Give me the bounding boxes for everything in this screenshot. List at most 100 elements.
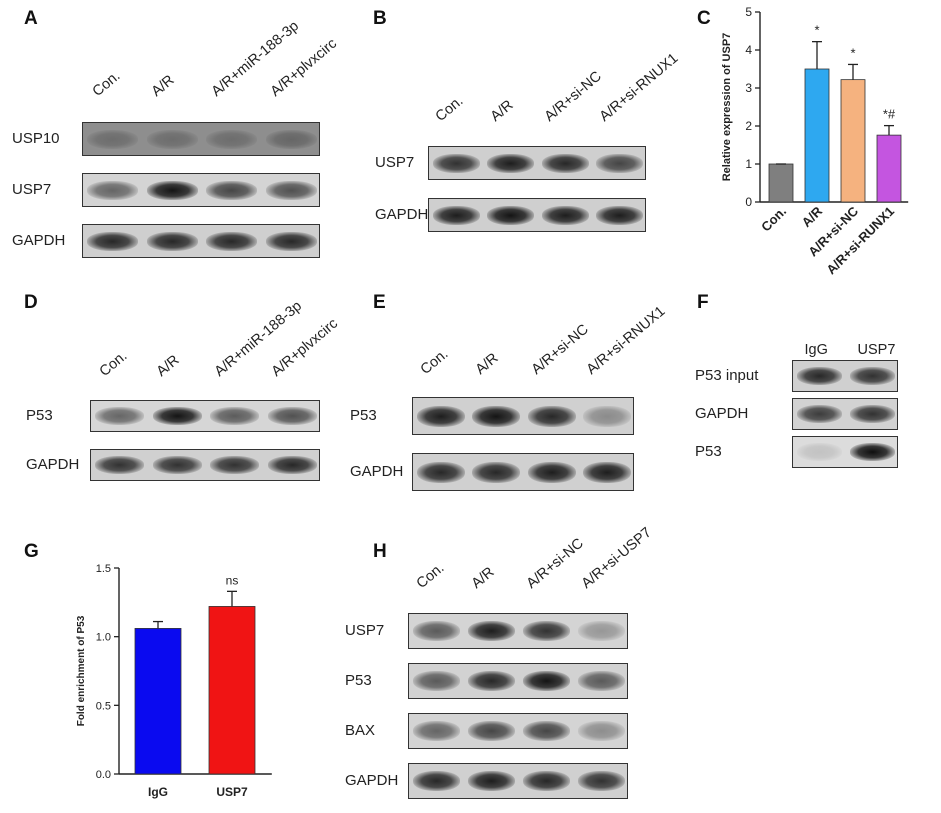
band	[87, 180, 139, 200]
column-label-con: Con.	[413, 560, 447, 592]
column-label-usp7: USP7	[857, 342, 896, 358]
chart-fold-enrichment-p53: 0.0 0.5 1.0 1.5 Fold enrichment of P53 IgG ns U…	[76, 563, 272, 799]
band	[522, 721, 571, 742]
category-label: USP7	[216, 785, 248, 799]
band	[267, 407, 317, 426]
column-label-con: Con.	[96, 348, 131, 380]
panel-letter-f: F	[697, 292, 709, 313]
band	[95, 456, 145, 475]
band	[472, 405, 521, 427]
y-tick-label: 0.0	[96, 769, 111, 781]
band	[541, 153, 589, 173]
band	[412, 671, 461, 692]
band	[467, 721, 516, 742]
row-label-gapdh: GAPDH	[695, 405, 749, 422]
band	[210, 407, 260, 426]
blot-strip-p53	[792, 436, 898, 468]
bar-igg	[134, 628, 182, 775]
y-tick-label: 5	[745, 5, 752, 19]
column-label-con: Con.	[89, 68, 124, 100]
band	[583, 461, 632, 483]
band	[527, 461, 576, 483]
band	[95, 407, 145, 426]
bar-a-r-si-runx1	[876, 134, 902, 203]
row-label-usp7: USP7	[375, 154, 415, 171]
column-label-a-r: A/R	[468, 564, 498, 592]
band	[146, 180, 198, 200]
band	[796, 443, 843, 462]
significance-label: *	[814, 23, 819, 38]
y-tick-label: 1	[745, 157, 752, 171]
band	[267, 456, 317, 475]
row-label-p53: P53	[695, 443, 722, 460]
column-label-a-r-si-rnux1: A/R+si-RNUX1	[596, 50, 682, 126]
column-label-igg: IgG	[804, 342, 828, 358]
band	[577, 621, 626, 642]
band	[412, 721, 461, 742]
row-label-gapdh: GAPDH	[350, 463, 404, 480]
chart-usp7-relative-expression: 0 1 2 3 4 5 Relative expression of USP7 Con. * A/…	[721, 5, 909, 277]
band	[87, 231, 139, 251]
column-label-a-r: A/R	[472, 350, 502, 378]
panel-letter-b: B	[373, 8, 387, 29]
band	[796, 367, 843, 386]
bar-a-r-si-nc	[840, 79, 866, 203]
y-tick-label: 0	[745, 195, 752, 209]
band	[849, 367, 896, 386]
blot-strip-gapdh	[412, 453, 634, 491]
blot-strip-usp7	[82, 173, 320, 207]
row-label-gapdh: GAPDH	[375, 206, 429, 223]
blot-strip-usp7	[428, 146, 646, 180]
band	[849, 443, 896, 462]
blot-strip-gapdh	[408, 763, 628, 799]
blot-strip-gapdh	[90, 449, 320, 481]
band	[265, 231, 317, 251]
y-tick-label: 1.5	[96, 563, 111, 575]
column-label-a-r: A/R	[487, 97, 517, 125]
row-label-gapdh: GAPDH	[12, 232, 66, 249]
panel-letter-c: C	[697, 8, 711, 29]
y-tick-label: 0.5	[96, 700, 111, 712]
column-label-con: Con.	[432, 93, 467, 125]
band	[596, 153, 644, 173]
band	[416, 461, 465, 483]
panel-letter-e: E	[373, 292, 386, 313]
band	[522, 671, 571, 692]
bar-usp7	[208, 606, 256, 775]
band	[265, 180, 317, 200]
band	[146, 231, 198, 251]
row-label-usp7: USP7	[12, 181, 52, 198]
band	[596, 205, 644, 225]
band	[412, 621, 461, 642]
column-label-a-r-si-nc: A/R+si-NC	[523, 535, 587, 592]
blot-strip-p53	[90, 400, 320, 432]
row-label-p53: P53	[350, 407, 377, 424]
y-tick-label: 4	[745, 43, 752, 57]
significance-label: *#	[883, 107, 896, 122]
band	[416, 405, 465, 427]
category-label: A/R	[799, 203, 826, 230]
y-axis-label: Fold enrichment of P53	[76, 615, 87, 726]
row-label-usp7: USP7	[345, 622, 385, 639]
band	[152, 456, 202, 475]
band	[467, 671, 516, 692]
column-label-a-r-si-nc: A/R+si-NC	[541, 68, 606, 125]
column-label-a-r-si-usp7: A/R+si-USP7	[578, 524, 655, 592]
column-label-a-r: A/R	[153, 352, 183, 380]
band	[210, 456, 260, 475]
y-tick-label: 2	[745, 119, 752, 133]
band	[206, 231, 258, 251]
blot-strip-usp7	[408, 613, 628, 649]
band	[541, 205, 589, 225]
row-label-p53: P53	[26, 407, 53, 424]
row-label-usp10: USP10	[12, 130, 60, 147]
band	[467, 621, 516, 642]
band	[577, 671, 626, 692]
band	[146, 129, 198, 149]
bar-con	[768, 163, 794, 203]
row-label-p53-input: P53 input	[695, 367, 759, 384]
category-label: Con.	[758, 204, 789, 235]
band	[472, 461, 521, 483]
blot-strip-p53	[412, 397, 634, 435]
blot-strip-usp10	[82, 122, 320, 156]
